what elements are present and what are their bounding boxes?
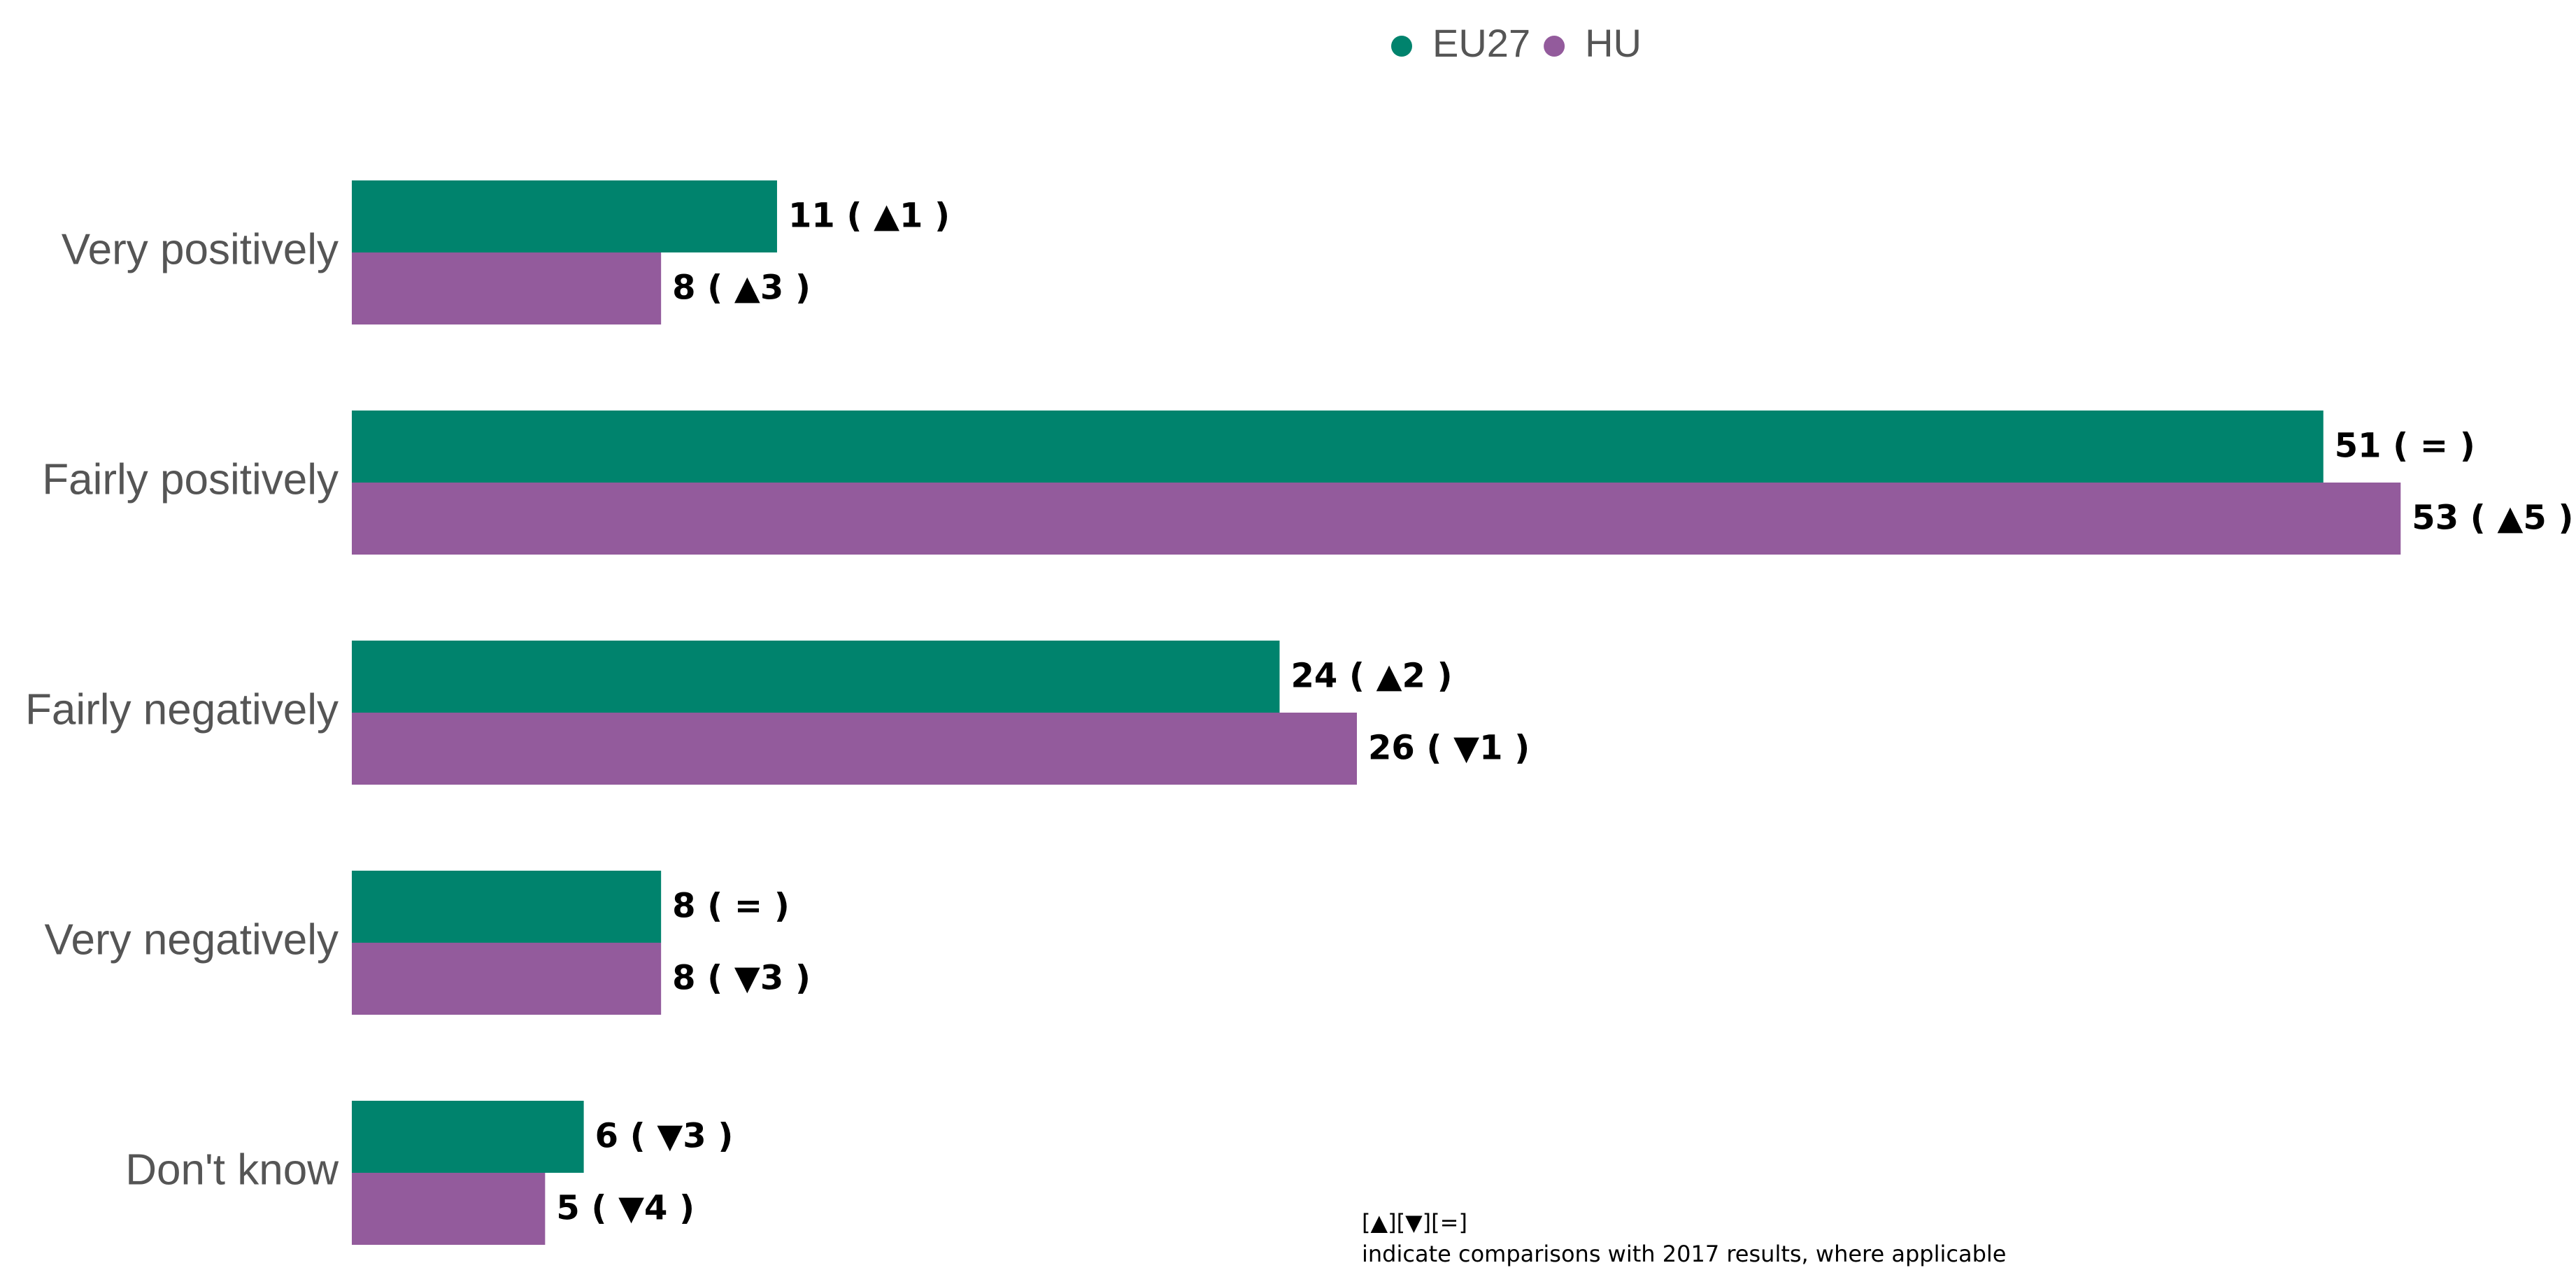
bar [352,943,662,1015]
legend-label: HU [1585,21,1642,65]
bar [352,1173,546,1245]
value-label: 5 ( ▼4 ) [556,1189,695,1228]
legend-marker [1391,36,1412,57]
legend-label: EU27 [1432,21,1530,65]
value-label: 6 ( ▼3 ) [595,1117,734,1156]
bar [352,1101,584,1173]
bar [352,713,1358,785]
bar [352,641,1280,713]
footnote-text: indicate comparisons with 2017 results, … [1362,1241,2006,1267]
value-label: 8 ( = ) [672,887,790,926]
value-label: 24 ( ▲2 ) [1290,657,1452,696]
category-label: Fairly negatively [25,685,339,734]
bar [352,252,662,324]
value-label: 11 ( ▲1 ) [788,197,950,236]
value-label: 53 ( ▲5 ) [2412,499,2573,538]
category-label: Don't know [125,1146,339,1194]
category-label: Very positively [62,225,339,273]
category-label: Very negatively [45,915,339,964]
value-label: 26 ( ▼1 ) [1368,729,1530,768]
bar [352,180,777,252]
footnote-symbols: [▲][▼][=] [1362,1209,1467,1236]
category-label: Fairly positively [42,455,339,504]
value-label: 51 ( = ) [2335,427,2475,466]
bar [352,411,2324,483]
bar [352,483,2401,555]
value-label: 8 ( ▲3 ) [672,269,811,308]
value-label: 8 ( ▼3 ) [672,959,811,998]
bar [352,871,662,943]
legend-marker [1544,36,1565,57]
